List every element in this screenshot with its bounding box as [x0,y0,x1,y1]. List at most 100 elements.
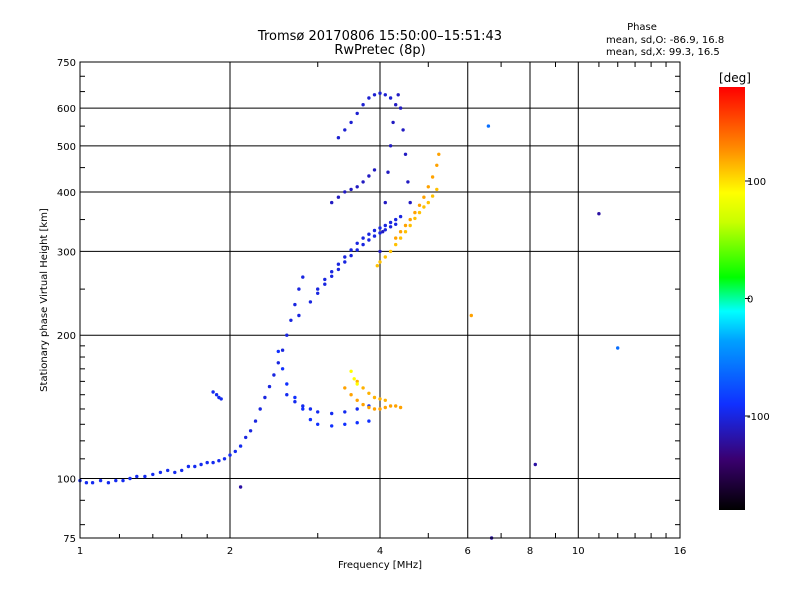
data-point [323,282,327,286]
data-point [426,200,430,205]
data-point [228,453,232,457]
data-point [394,217,398,222]
data-point [388,96,393,100]
data-point [301,404,305,408]
data-point [297,287,301,291]
data-point [349,248,353,252]
data-point [394,103,398,107]
data-point [121,478,125,483]
data-point [316,291,320,295]
data-point [308,300,313,304]
data-point [330,274,334,278]
data-points [78,91,620,540]
data-point [143,474,147,479]
data-point [219,397,223,401]
data-point [330,200,334,205]
chart-subtitle: RwPretec (8p) [334,43,425,58]
data-point [128,476,132,481]
data-point [297,313,301,318]
data-point [367,232,371,236]
data-point [233,449,237,454]
data-point [349,369,353,373]
x-tick-label: 4 [377,546,383,557]
data-point [398,106,403,110]
data-point [378,260,382,264]
data-point [276,349,280,354]
data-point [267,384,272,389]
colorbar-ticks: 100 0 -100 [745,177,770,423]
data-point [293,395,297,400]
data-point [308,407,313,411]
data-point [378,249,382,254]
y-tick-label: 100 [57,475,76,486]
x-tick-label: 10 [572,546,585,557]
data-point [211,390,215,394]
data-point [417,203,422,207]
data-point [398,230,403,234]
data-point [388,225,393,229]
data-point [349,393,353,397]
data-point [361,386,365,390]
data-point [372,93,377,97]
data-point [355,248,359,252]
data-point [244,435,248,440]
data-point [293,400,297,404]
data-point [378,397,382,401]
data-point [422,205,426,209]
data-point [308,417,313,422]
colorbar-tick-label: 100 [747,177,766,188]
colorbar [719,87,745,510]
data-point [367,405,371,410]
data-point [84,481,89,485]
data-point [173,470,177,475]
data-point [435,163,439,167]
data-point [98,478,103,483]
data-point [383,405,387,410]
data-point [343,386,347,390]
data-point [355,379,359,384]
data-point [248,429,253,433]
data-point [616,346,620,350]
data-point [383,255,387,259]
data-point [355,407,359,411]
data-point [394,404,398,408]
data-point [375,264,379,268]
y-tick-label: 500 [57,142,76,153]
data-point [413,210,417,215]
x-tick-label: 1 [77,546,83,557]
data-point [114,478,118,483]
data-point [199,462,203,467]
data-point [372,407,377,411]
data-point [316,410,320,414]
data-point [316,287,320,291]
data-point [383,228,387,232]
data-point [214,393,219,397]
x-tick-label: 2 [227,546,233,557]
data-point [336,195,341,199]
x-tick-label: 6 [465,546,471,557]
data-point [388,144,393,148]
data-point [349,253,353,258]
data-point [336,262,341,266]
data-point [388,404,393,408]
data-point [280,348,285,352]
data-point [413,216,417,221]
phase-stats-heading: Phase [627,22,657,33]
data-point [330,424,334,428]
data-point [437,152,441,156]
data-point [372,168,377,172]
y-tick-label: 200 [57,331,76,342]
data-point [388,249,393,254]
data-point [349,187,353,192]
data-point [336,136,341,140]
data-point [151,472,155,477]
data-point [361,242,365,247]
data-point [330,411,334,416]
data-point [343,410,347,414]
data-point [253,419,258,423]
data-point [293,302,297,307]
data-point [343,255,347,259]
data-point [398,236,403,240]
data-point [272,373,276,377]
